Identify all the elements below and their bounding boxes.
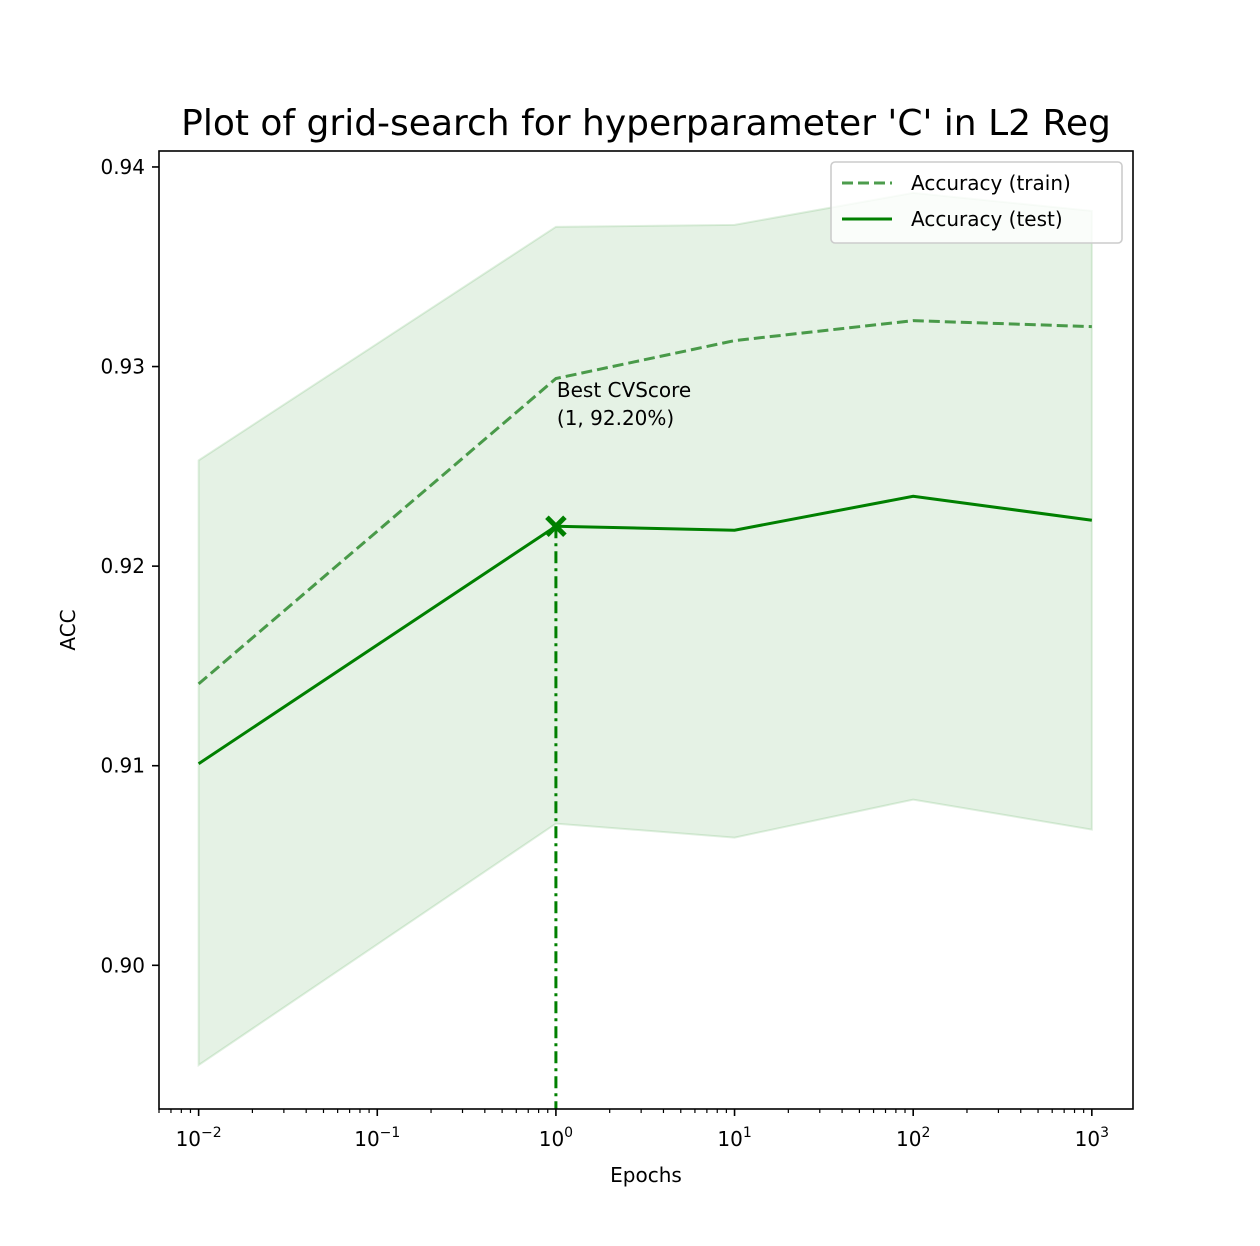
x-tick-label: 102 <box>896 1125 930 1151</box>
x-tick-label-base: 10 <box>539 1127 564 1151</box>
x-tick-label-base: 10 <box>354 1127 379 1151</box>
confidence-band <box>197 191 1093 1067</box>
x-tick-label-exponent: 0 <box>564 1125 573 1141</box>
y-tick-label: 0.94 <box>100 155 145 179</box>
legend-box <box>830 161 1123 244</box>
x-tick-label: 103 <box>1075 1125 1109 1151</box>
x-tick-label: 101 <box>717 1125 751 1151</box>
x-tick-label-exponent: 2 <box>921 1125 930 1141</box>
x-axis-label: Epochs <box>610 1163 682 1187</box>
x-tick-label-base: 10 <box>896 1127 921 1151</box>
x-tick-label: 10−2 <box>176 1125 222 1151</box>
best-score-annotation-line: (1, 92.20%) <box>557 406 674 430</box>
legend-label-train: Accuracy (train) <box>911 171 1071 195</box>
y-tick-label: 0.91 <box>100 754 145 778</box>
x-tick-label-base: 10 <box>1075 1127 1100 1151</box>
x-tick-label-exponent: 3 <box>1100 1125 1109 1141</box>
x-tick-label: 10−1 <box>354 1125 400 1151</box>
marker-stroke <box>545 515 567 537</box>
plot-frame <box>158 150 1134 1110</box>
series-layer <box>197 319 1093 765</box>
series-line-train <box>197 319 1092 686</box>
legend: Accuracy (train) Accuracy (test) <box>830 161 1123 244</box>
x-tick-label: 100 <box>539 1125 573 1151</box>
confidence-band-layer <box>197 191 1093 1067</box>
legend-label-test: Accuracy (test) <box>911 207 1063 231</box>
x-tick-label-exponent: −1 <box>380 1125 401 1141</box>
x-tick-label-exponent: −2 <box>201 1125 222 1141</box>
chart-title: Plot of grid-search for hyperparameter '… <box>181 103 1111 144</box>
best-score-marker <box>545 515 567 537</box>
best-score-annotation-line: Best CVScore <box>557 378 691 402</box>
x-tick-label-base: 10 <box>717 1127 742 1151</box>
x-tick-label-base: 10 <box>176 1127 201 1151</box>
y-tick-label: 0.93 <box>100 355 145 379</box>
y-tick-label: 0.90 <box>100 953 145 977</box>
annotation-layer: Best CVScore (1, 92.20%) <box>545 378 691 1109</box>
y-tick-label: 0.92 <box>100 554 145 578</box>
x-tick-label-exponent: 1 <box>743 1125 752 1141</box>
y-axis-label: ACC <box>56 609 80 650</box>
